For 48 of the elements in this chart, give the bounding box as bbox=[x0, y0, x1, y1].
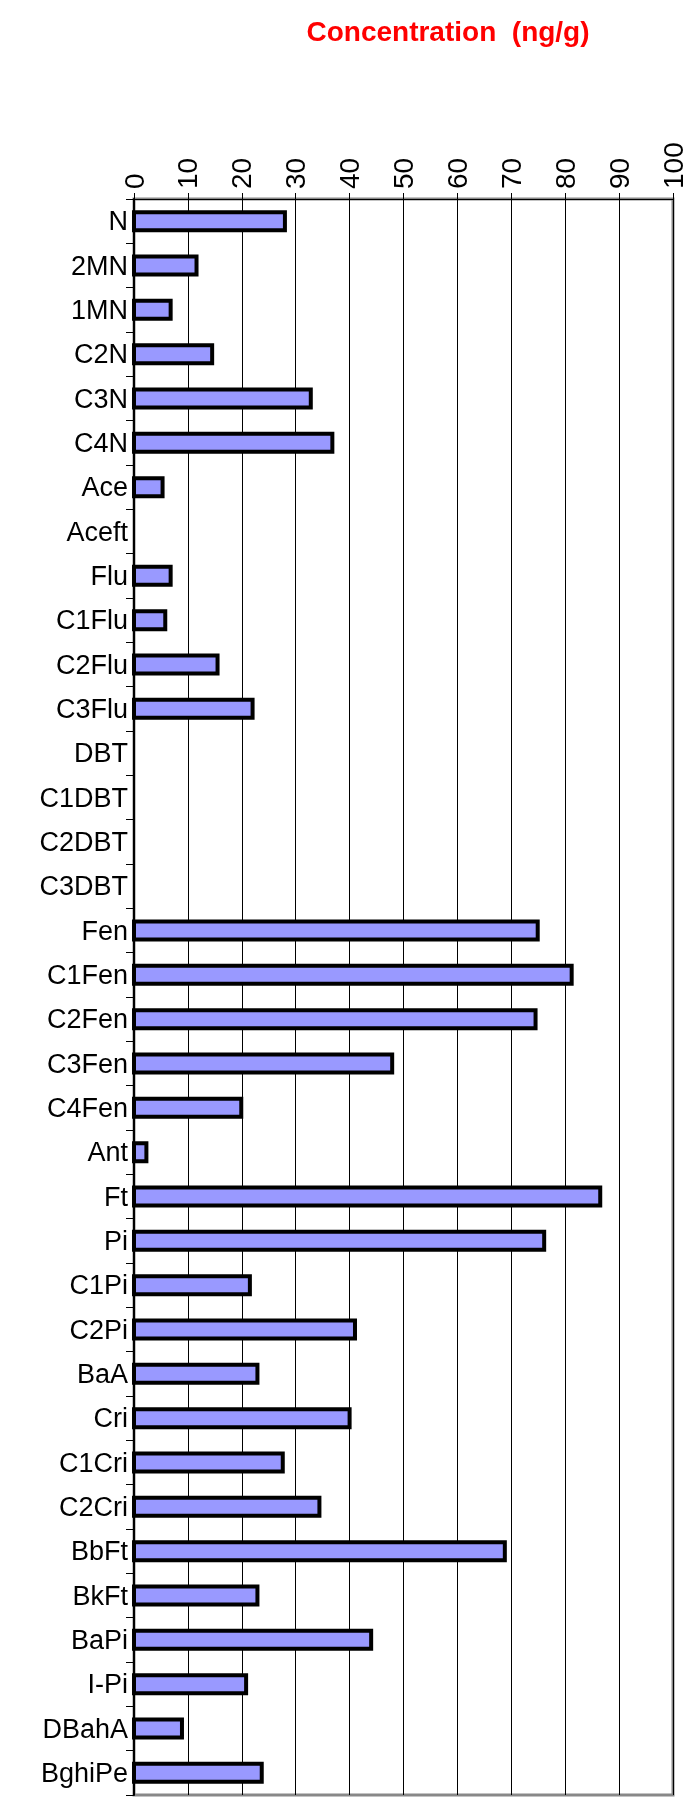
y-tick-label: C2N bbox=[73, 339, 128, 370]
y-tick-label: C1Pi bbox=[69, 1270, 128, 1301]
x-tick-label: 50 bbox=[388, 157, 419, 189]
x-tick-label: 80 bbox=[549, 157, 581, 189]
y-tick-label: Ant bbox=[87, 1137, 129, 1168]
y-tick-label: 2MN bbox=[70, 250, 128, 281]
y-tick-label: I-Pi bbox=[87, 1669, 128, 1700]
y-tick-label: C2Cri bbox=[58, 1491, 128, 1522]
y-tick-label: C1DBT bbox=[39, 782, 128, 813]
y-tick-label: BbFt bbox=[70, 1536, 129, 1567]
y-tick-label: C4N bbox=[73, 427, 128, 458]
y-tick-label: C3Fen bbox=[46, 1048, 128, 1079]
y-tick-label: C1Flu bbox=[55, 605, 128, 636]
y-tick-label: Cri bbox=[93, 1403, 128, 1434]
y-tick-label: Ace bbox=[81, 472, 128, 503]
y-tick-label: C2Flu bbox=[55, 649, 128, 680]
y-tick-label: C3N bbox=[73, 383, 128, 414]
x-tick-label: 30 bbox=[280, 157, 312, 189]
x-axis-title: Concentration (ng/g) bbox=[306, 15, 590, 47]
x-tick-label: 0 bbox=[118, 173, 150, 189]
y-tick-label: Flu bbox=[90, 560, 128, 591]
y-tick-label: Pi bbox=[103, 1225, 128, 1256]
y-tick-label: C4Fen bbox=[46, 1092, 128, 1123]
y-tick-label: BaPi bbox=[70, 1624, 128, 1655]
x-tick-label: 70 bbox=[495, 157, 527, 189]
y-tick-label: DBT bbox=[74, 738, 128, 769]
y-tick-label: BkFt bbox=[72, 1580, 129, 1611]
y-tick-label: DBahA bbox=[42, 1713, 128, 1744]
x-tick-label: 20 bbox=[226, 157, 258, 189]
y-tick-label: BghiPe bbox=[40, 1757, 128, 1788]
y-tick-label: BaA bbox=[76, 1358, 128, 1389]
y-tick-label: C3Flu bbox=[55, 693, 128, 724]
y-tick-label: C3DBT bbox=[39, 871, 128, 902]
y-tick-label: C2Fen bbox=[46, 1004, 128, 1035]
y-tick-label: Ft bbox=[104, 1181, 129, 1212]
x-tick-label: 60 bbox=[441, 157, 473, 189]
y-tick-label: Fen bbox=[81, 915, 128, 946]
x-tick-label: 10 bbox=[172, 157, 204, 189]
x-tick-label: 40 bbox=[334, 157, 366, 189]
y-tick-label: C1Cri bbox=[58, 1447, 128, 1478]
y-tick-label: C1Fen bbox=[46, 959, 128, 990]
y-tick-label: C2Pi bbox=[69, 1314, 128, 1345]
x-tick-label: 90 bbox=[603, 157, 635, 189]
y-tick-label: 1MN bbox=[70, 294, 128, 325]
y-tick-label: Aceft bbox=[66, 516, 129, 547]
x-tick-label: 100 bbox=[657, 142, 689, 189]
y-tick-label: C2DBT bbox=[39, 826, 128, 857]
y-tick-label: N bbox=[108, 206, 128, 237]
